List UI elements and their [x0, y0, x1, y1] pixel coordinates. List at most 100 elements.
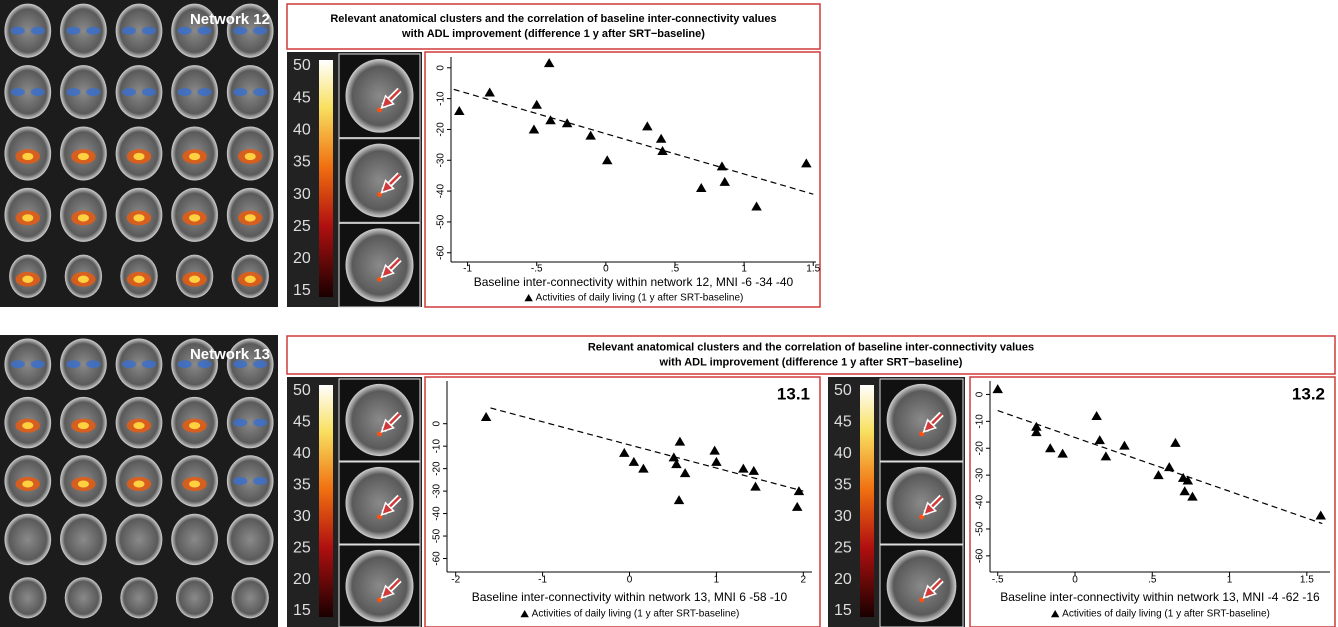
y-tick-label: -10: [436, 91, 447, 106]
activation: [245, 214, 256, 221]
colorbar-tick-label: 20: [293, 250, 311, 267]
x-tick-label: 2: [801, 575, 807, 586]
colorbar-tick-label: 45: [834, 414, 852, 431]
slice-brain: [345, 228, 413, 302]
x-axis-label: Baseline inter-connectivity within netwo…: [1000, 590, 1320, 604]
x-tick-label: -.5: [531, 264, 543, 275]
y-tick-label: -10: [432, 438, 443, 453]
x-axis-label: Baseline inter-connectivity within netwo…: [472, 590, 788, 604]
y-tick-label: -60: [436, 245, 447, 260]
slice-brain: [345, 550, 413, 622]
x-axis-label: Baseline inter-connectivity within netwo…: [474, 275, 794, 289]
title-box: [287, 4, 820, 49]
brain-slice: [65, 577, 102, 618]
activation: [178, 88, 192, 96]
colorbar-tick-label: 30: [293, 508, 311, 525]
colorbar: [319, 385, 333, 617]
brain-slice: [227, 514, 274, 565]
colorbar-tick-label: 35: [293, 154, 311, 171]
x-tick-label: .5: [671, 264, 680, 275]
x-tick-label: -.5: [992, 575, 1004, 586]
colorbar: [860, 385, 874, 617]
colorbar-tick-label: 25: [834, 539, 852, 556]
y-tick-label: -10: [975, 414, 986, 429]
activation: [11, 27, 25, 35]
page: Network 12Network 13Relevant anatomical …: [0, 0, 1338, 627]
activation: [22, 480, 33, 487]
activation: [122, 360, 136, 368]
activation: [78, 422, 89, 429]
y-tick-label: -40: [436, 183, 447, 198]
x-tick-label: 0: [603, 264, 609, 275]
activation: [189, 480, 200, 487]
slice-brain: [345, 144, 413, 218]
activation: [133, 480, 144, 487]
y-tick-label: -50: [975, 521, 986, 536]
x-tick-label: 1: [1227, 575, 1233, 586]
colorbar-tick-label: 25: [293, 539, 311, 556]
y-tick-label: -40: [432, 506, 443, 521]
activation: [78, 480, 89, 487]
x-tick-label: 1.5: [1300, 575, 1314, 586]
y-tick-label: -20: [432, 461, 443, 476]
colorbar-tick-label: 30: [293, 186, 311, 203]
colorbar-tick-label: 40: [293, 445, 311, 462]
figure: Network 12Network 13Relevant anatomical …: [0, 0, 1338, 627]
activation: [122, 27, 136, 35]
activation: [78, 276, 89, 283]
x-tick-label: 1.5: [806, 264, 820, 275]
activation: [133, 214, 144, 221]
brain-slice: [60, 514, 107, 565]
colorbar-tick-label: 40: [834, 445, 852, 462]
brain-slice: [116, 514, 163, 565]
brain-slice: [4, 514, 51, 565]
activation: [31, 88, 45, 96]
colorbar-tick-label: 40: [293, 122, 311, 139]
activation: [133, 153, 144, 160]
x-tick-label: 1: [714, 575, 720, 586]
activation: [233, 419, 247, 427]
x-tick-label: 1: [741, 264, 747, 275]
colorbar-tick-label: 15: [834, 602, 852, 619]
activation: [122, 88, 136, 96]
colorbar: [319, 60, 333, 297]
activation: [66, 88, 80, 96]
y-tick-label: -40: [975, 494, 986, 509]
brain-slice: [171, 514, 218, 565]
y-tick-label: -30: [436, 153, 447, 168]
slice-brain: [887, 550, 957, 622]
slice-brain: [887, 467, 957, 539]
activation: [142, 27, 156, 35]
y-tick-label: 0: [975, 391, 986, 397]
y-tick-label: -60: [432, 551, 443, 566]
brain-slice: [232, 577, 269, 618]
colorbar-tick-label: 20: [834, 571, 852, 588]
x-tick-label: -2: [451, 575, 460, 586]
slice-brain: [345, 384, 413, 456]
activation: [189, 153, 200, 160]
activation: [11, 88, 25, 96]
x-tick-label: .5: [1148, 575, 1157, 586]
x-tick-label: -1: [538, 575, 547, 586]
colorbar-tick-label: 45: [293, 414, 311, 431]
panel-title: Relevant anatomical clusters and the cor…: [330, 13, 776, 25]
x-tick-label: 0: [1072, 575, 1078, 586]
colorbar-tick-label: 20: [293, 571, 311, 588]
colorbar-tick-label: 15: [293, 282, 311, 299]
brain-slice: [176, 577, 213, 618]
activation: [31, 360, 45, 368]
x-tick-label: -1: [463, 264, 472, 275]
colorbar-tick-label: 30: [834, 508, 852, 525]
activation: [189, 276, 200, 283]
slice-brain: [345, 59, 413, 133]
activation: [198, 88, 212, 96]
activation: [78, 153, 89, 160]
activation: [189, 422, 200, 429]
legend-label: Activities of daily living (1 y after SR…: [536, 293, 744, 304]
activation: [142, 360, 156, 368]
activation: [189, 214, 200, 221]
panel-title: with ADL improvement (difference 1 y aft…: [401, 28, 705, 40]
colorbar-tick-label: 35: [834, 477, 852, 494]
y-tick-label: 0: [436, 65, 447, 71]
brain-slice: [9, 577, 46, 618]
